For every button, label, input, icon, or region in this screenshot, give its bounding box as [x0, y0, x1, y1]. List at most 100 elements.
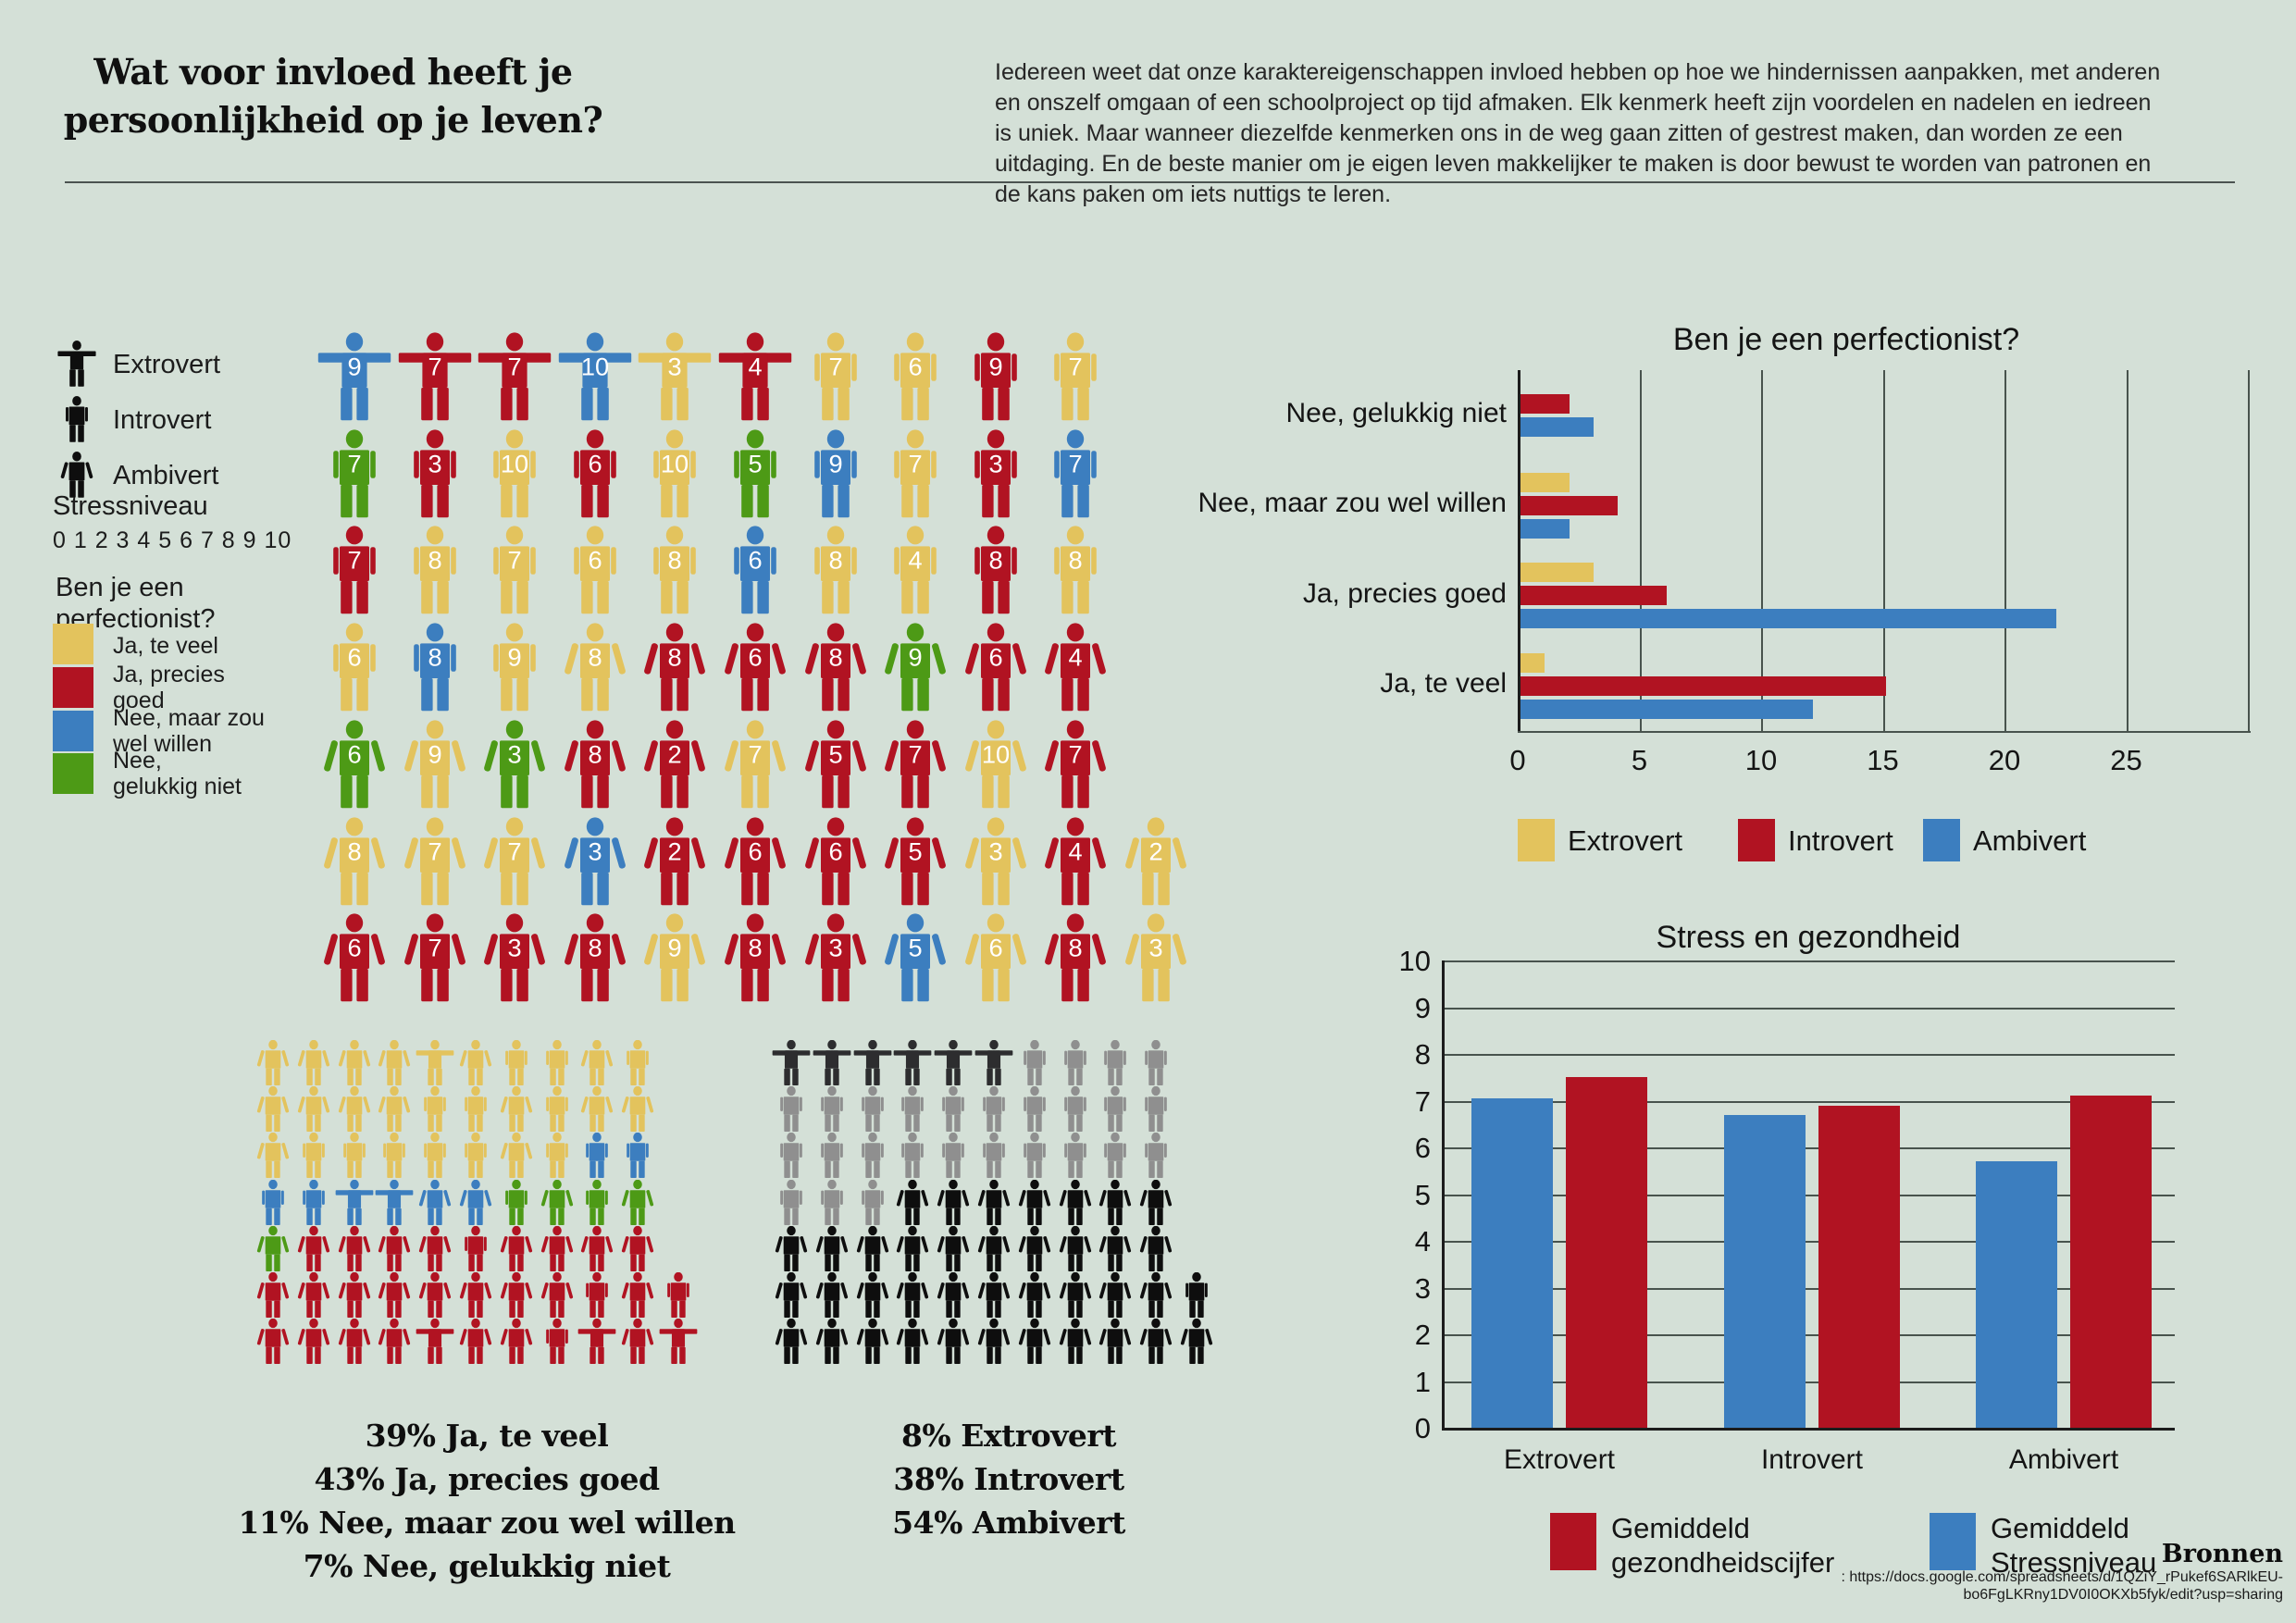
svg-text:8: 8: [1069, 934, 1083, 962]
stress-person-pictogram: 7: [1038, 330, 1112, 427]
svg-text:8: 8: [428, 546, 441, 575]
perfectionist-person-pictogram: [577, 1179, 616, 1230]
personality-person-pictogram: [893, 1085, 932, 1136]
stress-person-pictogram: 7: [478, 524, 552, 621]
category-label: Ja, precies goed: [1302, 577, 1507, 609]
personality-person-pictogram: [1056, 1085, 1095, 1136]
perfectionist-chart: Ben je een perfectionist? 0 5 10 15 20 25 Nee,…: [1198, 315, 2286, 888]
bar-extrovert: [1520, 563, 1594, 583]
personality-person-pictogram: [813, 1225, 851, 1276]
perfectionist-person-pictogram: [497, 1085, 536, 1136]
svg-text:4: 4: [1069, 836, 1083, 865]
personality-person-pictogram: [1136, 1225, 1175, 1276]
personality-person-pictogram: [1177, 1271, 1216, 1322]
stress-person-pictogram: 3: [959, 427, 1033, 525]
caption-line: 8% Extrovert: [900, 1418, 1117, 1454]
x-tick-label: 20: [1988, 744, 2021, 776]
perfectionist-person-pictogram: [294, 1318, 333, 1369]
svg-text:5: 5: [828, 739, 842, 768]
bar-stressniveau: [1724, 1114, 1806, 1428]
svg-text:9: 9: [828, 449, 842, 477]
svg-text:2: 2: [1148, 836, 1162, 865]
perfectionist-person-pictogram: [497, 1225, 536, 1276]
stress-person-pictogram: 8: [398, 524, 472, 621]
svg-text:3: 3: [988, 449, 1002, 477]
svg-text:8: 8: [428, 642, 441, 671]
svg-text:8: 8: [748, 934, 762, 962]
svg-text:6: 6: [347, 739, 361, 768]
personality-person-pictogram: [1096, 1179, 1135, 1230]
stress-person-pictogram: 9: [317, 330, 391, 427]
y-axis-zero-line: [1442, 1428, 2175, 1431]
personality-person-pictogram: [1015, 1179, 1054, 1230]
svg-text:8: 8: [588, 739, 602, 768]
legend-swatch-ja-te-veel: [53, 624, 93, 664]
bar-stressniveau: [1976, 1161, 2057, 1428]
svg-text:3: 3: [988, 836, 1002, 865]
perfectionist-person-pictogram: [577, 1271, 616, 1322]
stress-person-pictogram: 3: [959, 815, 1033, 912]
svg-text:7: 7: [347, 449, 361, 477]
personality-person-pictogram: [1096, 1318, 1135, 1369]
svg-text:3: 3: [588, 836, 602, 865]
stress-person-pictogram: 5: [799, 718, 873, 815]
svg-text:7: 7: [428, 352, 441, 380]
gridline-vertical: [2126, 370, 2128, 731]
perfectionist-person-pictogram: [618, 1039, 657, 1090]
category-label: Extrovert: [1503, 1444, 1616, 1475]
stress-person-pictogram: 9: [799, 427, 873, 525]
intro-line: Iedereen weet dat onze karaktereigenscha…: [995, 59, 2161, 85]
stress-person-pictogram: 8: [638, 524, 712, 621]
personality-person-pictogram: [974, 1318, 1013, 1369]
page-title: Wat voor invloed heeft je persoonlijkhei…: [46, 48, 620, 144]
svg-text:8: 8: [988, 546, 1002, 575]
perfectionist-person-pictogram: [456, 1271, 495, 1322]
gridline-horizontal: [1442, 1287, 2175, 1290]
legend-label-ja-te-veel: Ja, te veel: [113, 633, 218, 659]
legend-swatch-ambivert: [1923, 819, 1960, 861]
stress-person-pictogram: 7: [478, 815, 552, 912]
stress-person-pictogram: 4: [878, 524, 952, 621]
perfectionist-person-pictogram: [618, 1318, 657, 1369]
perfectionist-person-pictogram: [335, 1133, 374, 1183]
perfectionist-person-pictogram: [335, 1271, 374, 1322]
svg-text:6: 6: [909, 352, 923, 380]
stress-person-pictogram: 3: [638, 330, 712, 427]
personality-person-pictogram: [893, 1271, 932, 1322]
chart-title: Stress en gezondheid: [1656, 920, 1961, 955]
personality-person-pictogram: [934, 1271, 973, 1322]
personality-person-pictogram: [1015, 1318, 1054, 1369]
personality-person-pictogram: [893, 1179, 932, 1230]
svg-text:3: 3: [508, 934, 522, 962]
svg-text:7: 7: [909, 449, 923, 477]
perfectionist-person-pictogram: [659, 1318, 698, 1369]
legend-label-nee-maar-zou: Nee, maar zou wel willen: [113, 705, 265, 757]
stress-person-pictogram: 10: [558, 330, 632, 427]
personality-person-pictogram: [974, 1133, 1013, 1183]
stress-person-pictogram: 3: [799, 911, 873, 1009]
gridline-horizontal: [1442, 1054, 2175, 1056]
svg-text:3: 3: [428, 449, 441, 477]
personality-person-pictogram: [1056, 1179, 1095, 1230]
sources-title: Bronnen: [2161, 1540, 2283, 1568]
gridline-horizontal: [1442, 1381, 2175, 1383]
legend-swatch-nee-maar-zou: [53, 711, 93, 751]
perfectionist-person-pictogram: [335, 1318, 374, 1369]
personality-person-pictogram: [1056, 1039, 1095, 1090]
caption-line: 7% Nee, gelukkig niet: [303, 1548, 671, 1584]
caption-line: 54% Ambivert: [892, 1505, 1125, 1541]
personality-person-pictogram: [974, 1085, 1013, 1136]
perfectionist-person-pictogram: [456, 1225, 495, 1276]
stress-person-pictogram: 7: [799, 330, 873, 427]
legend-swatch-ja-precies-goed: [53, 667, 93, 708]
personality-person-pictogram: [1136, 1085, 1175, 1136]
caption-line: 39% Ja, te veel: [365, 1418, 609, 1454]
legend-label-gezondheidscijfer: Gemiddeld gezondheidscijfer: [1611, 1512, 1835, 1579]
gridline-horizontal: [1442, 1007, 2175, 1010]
stress-person-pictogram: 9: [959, 330, 1033, 427]
svg-text:7: 7: [1069, 739, 1083, 768]
stress-person-pictogram: 7: [1038, 427, 1112, 525]
perfectionist-person-pictogram: [294, 1039, 333, 1090]
personality-person-pictogram: [813, 1039, 851, 1090]
